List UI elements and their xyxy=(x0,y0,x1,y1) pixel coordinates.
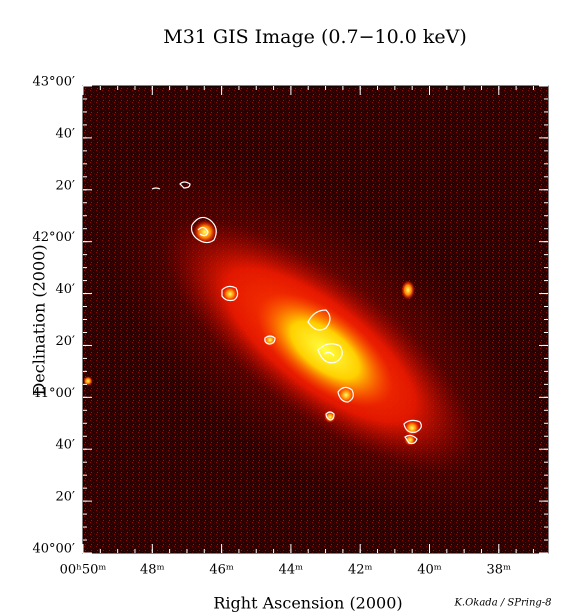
x-tick-label: 42ᵐ xyxy=(348,563,373,578)
credit: K.Okada / SPring-8 xyxy=(453,598,551,609)
x-tick-label: 00ʰ50ᵐ xyxy=(60,563,107,578)
y-tick-label: 20′ xyxy=(56,334,76,349)
chart-title: M31 GIS Image (0.7−10.0 keV) xyxy=(163,26,467,48)
x-tick-label: 40ᵐ xyxy=(417,563,442,578)
y-tick-label: 42°00′ xyxy=(32,230,75,245)
y-tick-label: 20′ xyxy=(56,490,76,505)
y-tick-label: 40′ xyxy=(56,126,76,141)
x-ray-image xyxy=(83,86,548,553)
y-tick-label: 43°00′ xyxy=(32,75,75,90)
y-tick-label: 40′ xyxy=(56,282,76,297)
y-tick-label: 40′ xyxy=(56,438,76,453)
y-tick-label: 40°00′ xyxy=(32,542,75,557)
x-tick-label: 46ᵐ xyxy=(209,563,234,578)
x-tick-label: 38ᵐ xyxy=(487,563,512,578)
x-axis-label: Right Ascension (2000) xyxy=(213,594,402,612)
y-tick-label: 20′ xyxy=(56,178,76,193)
y-axis-label: Declination (2000) xyxy=(30,244,49,395)
x-tick-label: 44ᵐ xyxy=(279,563,304,578)
x-tick-label: 48ᵐ xyxy=(140,563,165,578)
y-tick-label: 41°00′ xyxy=(32,386,75,401)
